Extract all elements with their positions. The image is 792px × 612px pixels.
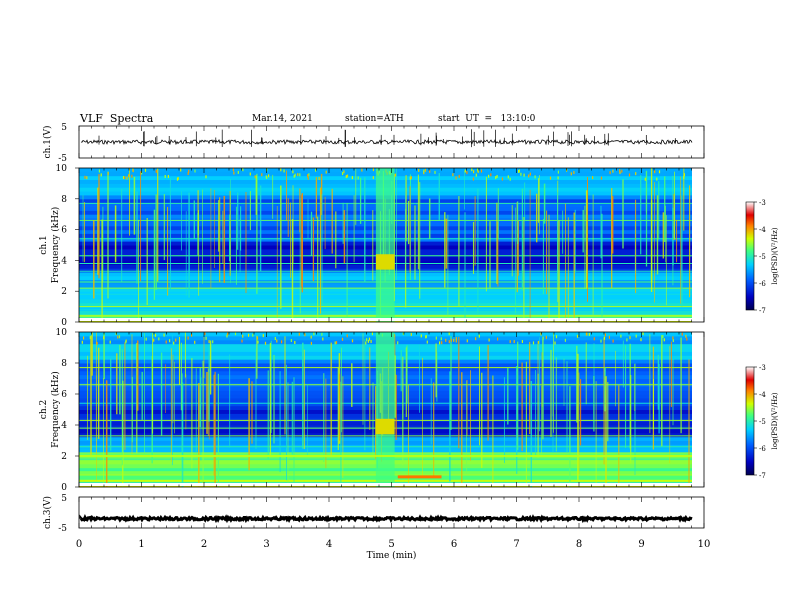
colorbar-ch1-tick--6: -6	[759, 280, 766, 288]
ch1-spectrogram-burst-column	[375, 168, 395, 322]
colorbar-ch2-tick--3: -3	[759, 364, 766, 372]
xtick-6: 6	[451, 539, 457, 550]
colorbar-ch1-tick--3: -3	[759, 199, 766, 207]
s2-ytick-0: 0	[61, 483, 67, 493]
ch3-ytick-top: 5	[61, 494, 67, 504]
colorbar-ch2-tick--7: -7	[759, 472, 766, 480]
ch1-waveform	[80, 129, 693, 148]
ch2-spectrogram-burst-band	[375, 418, 395, 435]
s1-ytick-4: 4	[61, 256, 67, 266]
s1-ytick-8: 8	[61, 195, 67, 205]
s1-ytick-2: 2	[61, 287, 67, 297]
xtick-3: 3	[263, 539, 269, 550]
xtick-5: 5	[388, 539, 394, 550]
ch3-ylabel: ch.3(V)	[42, 496, 53, 529]
s1-channel-label: ch.1	[39, 235, 49, 254]
s2-ytick-2: 2	[61, 452, 67, 462]
colorbar-ch2-tick--4: -4	[759, 391, 766, 399]
colorbar-ch2	[745, 366, 755, 476]
colorbar-ch1	[745, 201, 755, 311]
s2-ytick-8: 8	[61, 359, 67, 369]
s2-ytick-6: 6	[61, 390, 67, 400]
ch1-spectrogram-burst-band	[375, 254, 395, 270]
ch1-ylabel: ch.1(V)	[42, 126, 53, 159]
xtick-4: 4	[326, 539, 332, 550]
colorbar-ch2-label: log(PSD)(V²/Hz)	[771, 392, 779, 449]
s1-ytick-6: 6	[61, 226, 67, 236]
colorbar-ch2-tick--5: -5	[759, 418, 766, 426]
ch1-ytick-bottom: -5	[58, 154, 67, 164]
ch3-waveform	[79, 513, 693, 524]
xtick-9: 9	[638, 539, 644, 550]
station-label: station=ATH	[345, 114, 404, 124]
ch1-spectrogram	[79, 168, 692, 323]
s1-ylabel: Frequency (kHz)	[50, 207, 61, 284]
xtick-7: 7	[513, 539, 519, 550]
s1-ytick-10: 10	[56, 164, 68, 174]
s2-ylabel: Frequency (kHz)	[50, 371, 61, 448]
xtick-0: 0	[76, 539, 82, 550]
s2-ytick-4: 4	[61, 421, 67, 431]
start-time-label: start UT = 13:10:0	[438, 114, 536, 124]
colorbar-ch2-tick--6: -6	[759, 445, 766, 453]
ch2-spectrogram-hot-tone	[397, 475, 442, 479]
colorbar-ch1-tick--7: -7	[759, 307, 766, 315]
colorbar-ch1-tick--4: -4	[759, 226, 766, 234]
colorbar-ch1-label: log(PSD)(V²/Hz)	[771, 227, 779, 284]
colorbar-ch1-tick--5: -5	[759, 253, 766, 261]
xtick-1: 1	[138, 539, 144, 550]
ch2-spectrogram	[79, 332, 692, 488]
xtick-10: 10	[698, 539, 711, 550]
chart-title: VLF Spectra	[80, 112, 154, 125]
s1-ytick-0: 0	[61, 318, 67, 328]
xaxis-label: Time (min)	[367, 550, 417, 561]
xtick-2: 2	[201, 539, 207, 550]
ch2-spectrogram-burst-column	[375, 332, 395, 487]
s2-channel-label: ch.2	[39, 400, 49, 419]
ch3-ytick-bottom: -5	[58, 524, 67, 534]
date-label: Mar.14, 2021	[252, 114, 313, 124]
xtick-8: 8	[576, 539, 582, 550]
s2-ytick-10: 10	[56, 328, 68, 338]
ch1-ytick-top: 5	[61, 123, 67, 133]
